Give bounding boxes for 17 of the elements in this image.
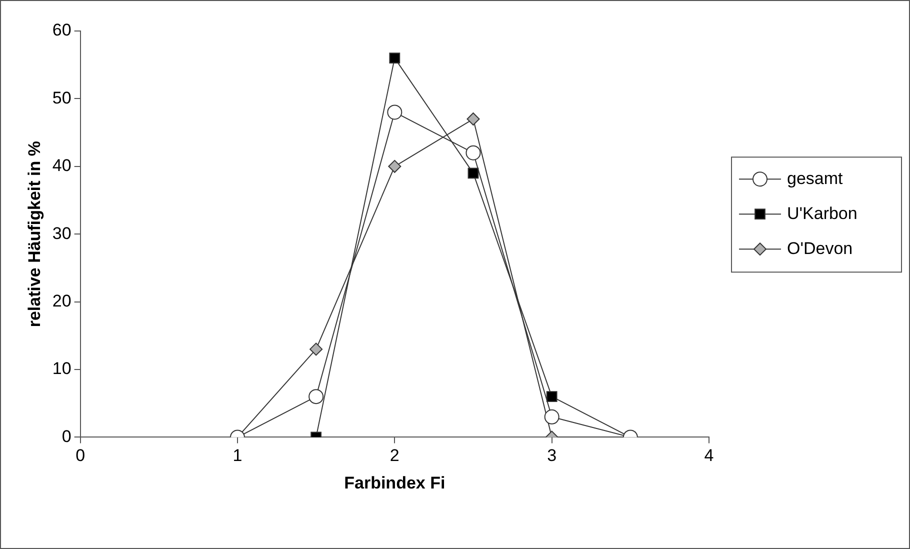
x-tick-label: 4 <box>704 446 714 466</box>
legend-label: gesamt <box>787 168 844 188</box>
x-tick-label: 0 <box>76 446 86 466</box>
y-tick-label: 0 <box>62 426 72 446</box>
y-axis-title: relative Häufigkeit in % <box>24 141 44 328</box>
y-tick-label: 30 <box>52 224 72 243</box>
y-tick-label: 20 <box>52 291 72 310</box>
x-axis-title: Farbindex Fi <box>344 473 446 492</box>
x-tick-label: 3 <box>547 446 557 466</box>
legend-label: U'Karbon <box>787 204 858 223</box>
x-tick-label: 2 <box>390 446 400 466</box>
y-tick-label: 50 <box>52 88 72 108</box>
x-tick-label: 1 <box>232 446 242 466</box>
y-tick-label: 40 <box>52 156 72 176</box>
y-tick-label: 10 <box>52 359 72 378</box>
y-tick-label: 60 <box>52 20 72 40</box>
legend-label: O'Devon <box>787 238 853 258</box>
